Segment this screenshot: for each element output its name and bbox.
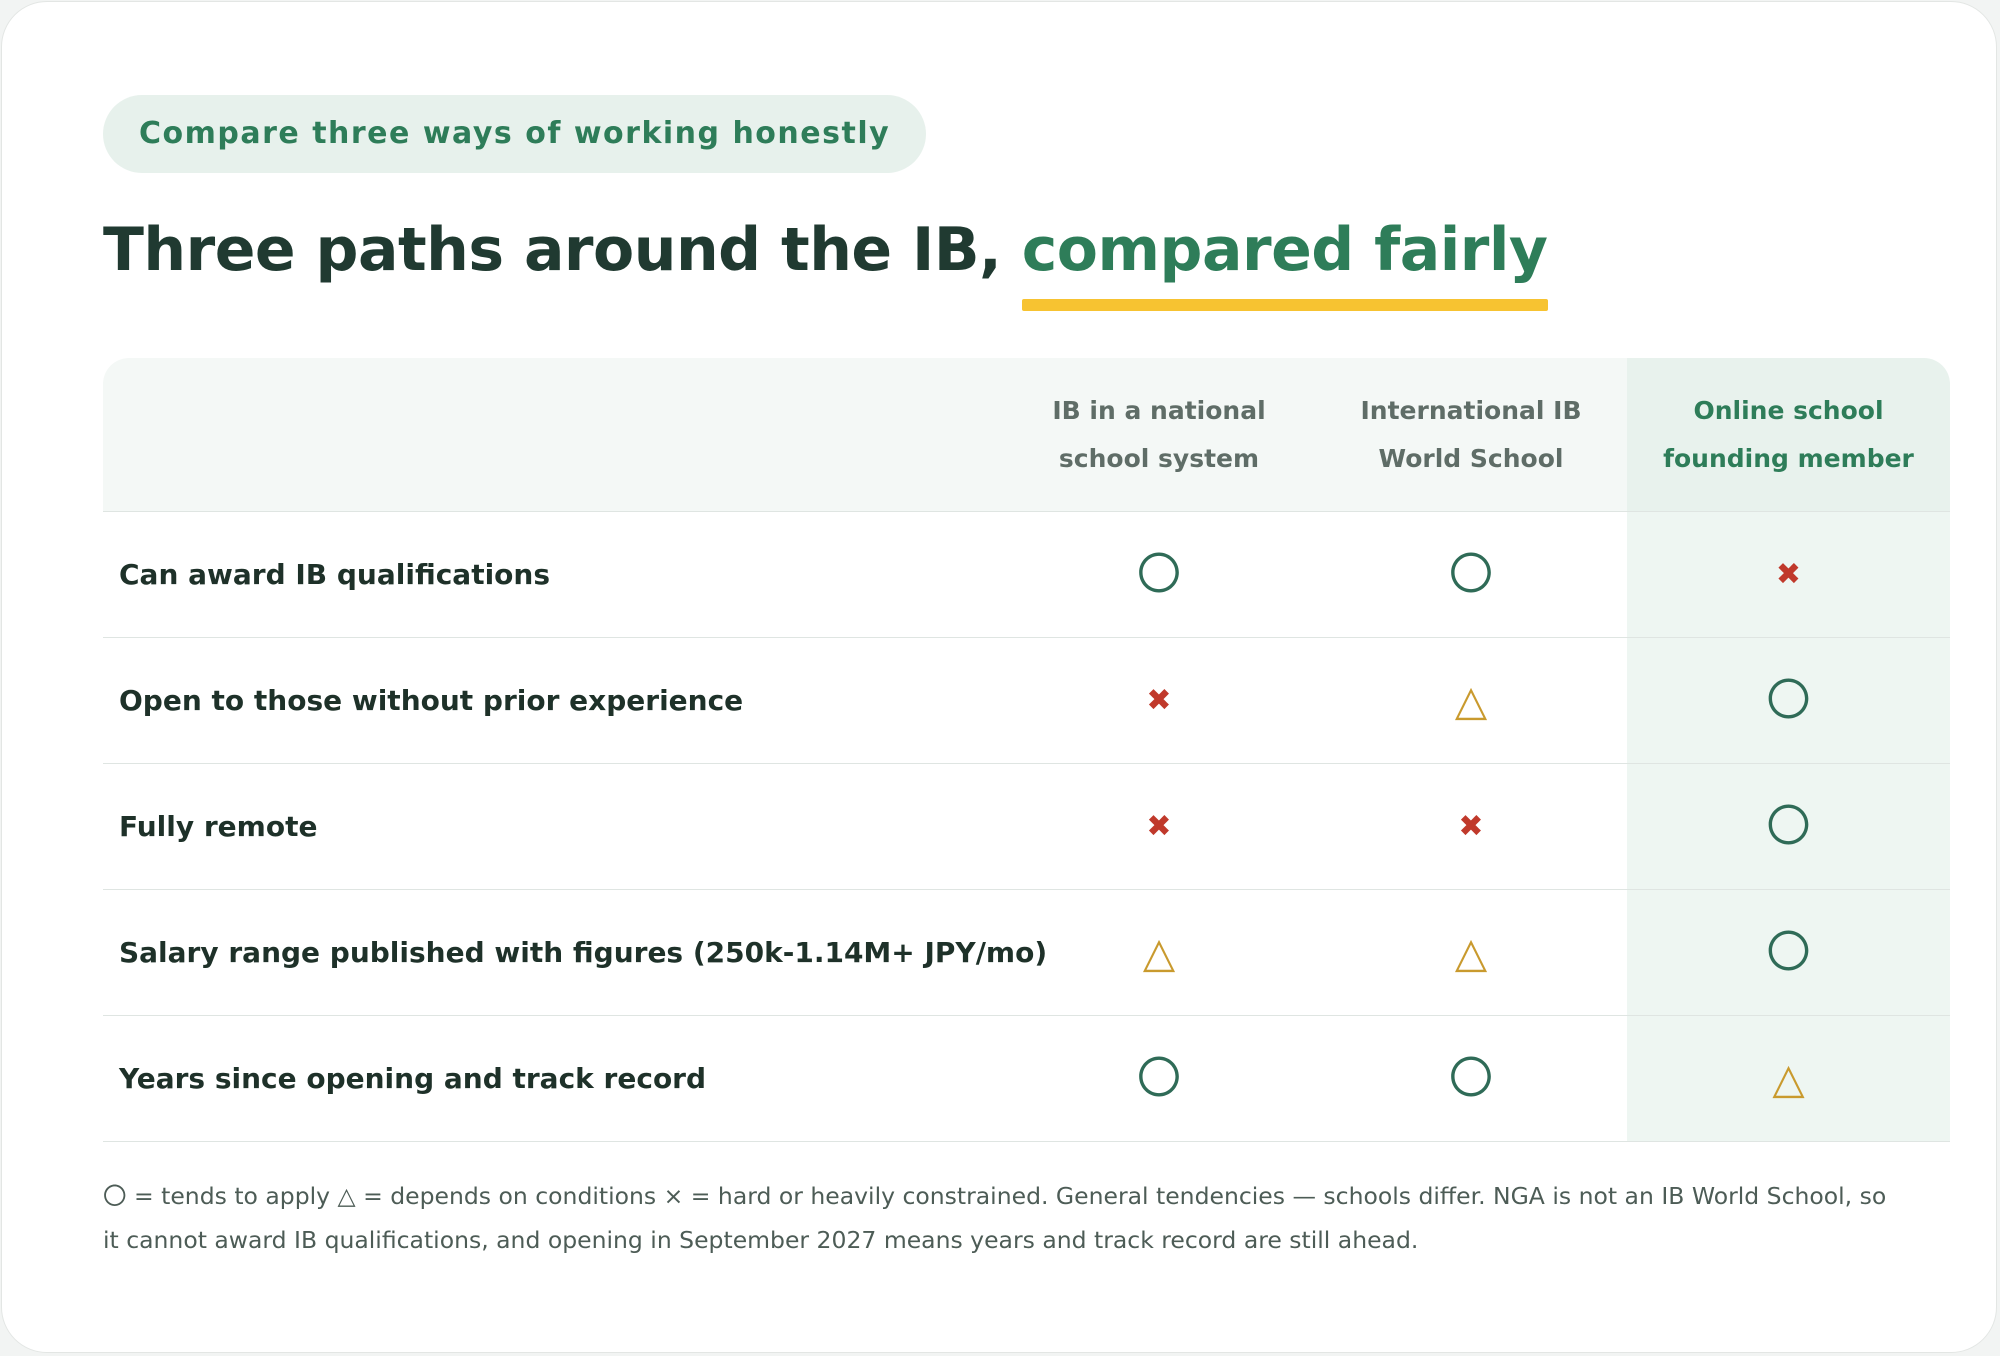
cell-international: △ [1315,889,1627,1016]
circle-icon: 〇 [1449,1052,1493,1104]
triangle-icon: △ [1454,675,1488,725]
title-accent: compared fairly [1021,210,1548,311]
row-label: Can award IB qualifications [103,511,1003,638]
circle-icon: 〇 [1766,800,1811,852]
column-header-national: IB in a national school system [1003,358,1315,512]
cell-online: 〇 [1627,763,1950,890]
row-label: Salary range published with figures (250… [103,889,1047,1016]
row-label: Open to those without prior experience [103,637,1003,764]
cell-national: 〇 [1003,511,1315,638]
cell-national: ✖ [1003,637,1315,764]
cross-icon: ✖ [1146,682,1172,718]
table-row: Years since opening and track record 〇 〇… [103,1015,1950,1142]
circle-icon: 〇 [1449,548,1493,600]
footnote: 〇 = tends to apply △ = depends on condit… [103,1182,1887,1254]
column-header-online: Online school founding member [1627,358,1950,512]
cell-international: 〇 [1315,1015,1627,1142]
triangle-icon: △ [1454,927,1488,977]
title-accent-text: compared fairly [1021,215,1548,285]
cell-national: △ [1003,889,1315,1016]
cell-online: 〇 [1627,637,1950,764]
title-underline [1021,299,1548,311]
cell-international: 〇 [1315,511,1627,638]
cell-international: ✖ [1315,763,1627,890]
page-title: Three paths around the IB, compared fair… [103,210,1548,311]
row-label: Years since opening and track record [103,1015,1003,1142]
table-header-row: IB in a national school system Internati… [103,358,1950,512]
row-label: Fully remote [103,763,1003,890]
cross-icon: ✖ [1775,556,1802,592]
column-header-international: International IB World School [1315,358,1627,512]
eyebrow-badge: Compare three ways of working honestly [103,95,927,173]
cell-online: 〇 [1627,889,1950,1016]
table-row: Fully remote ✖ ✖ 〇 [103,763,1950,890]
cell-online: △ [1627,1015,1950,1142]
cell-international: △ [1315,637,1627,764]
circle-icon: 〇 [1766,674,1811,726]
cell-national: 〇 [1003,1015,1315,1142]
table-row: Open to those without prior experience ✖… [103,637,1950,764]
circle-icon: 〇 [1137,548,1181,600]
triangle-icon: △ [1772,1053,1805,1103]
cell-online: ✖ [1627,511,1950,638]
table-row: Can award IB qualifications 〇 〇 ✖ [103,511,1950,638]
comparison-table: IB in a national school system Internati… [103,358,1950,1142]
circle-icon: 〇 [1766,926,1811,978]
cell-national: ✖ [1003,763,1315,890]
cross-icon: ✖ [1146,808,1172,844]
triangle-icon: △ [1142,927,1176,977]
cross-icon: ✖ [1458,808,1484,844]
title-main: Three paths around the IB, [103,215,1002,285]
table-row: Salary range published with figures (250… [103,889,1950,1016]
circle-icon: 〇 [1137,1052,1181,1104]
header-empty-cell [103,358,1003,512]
